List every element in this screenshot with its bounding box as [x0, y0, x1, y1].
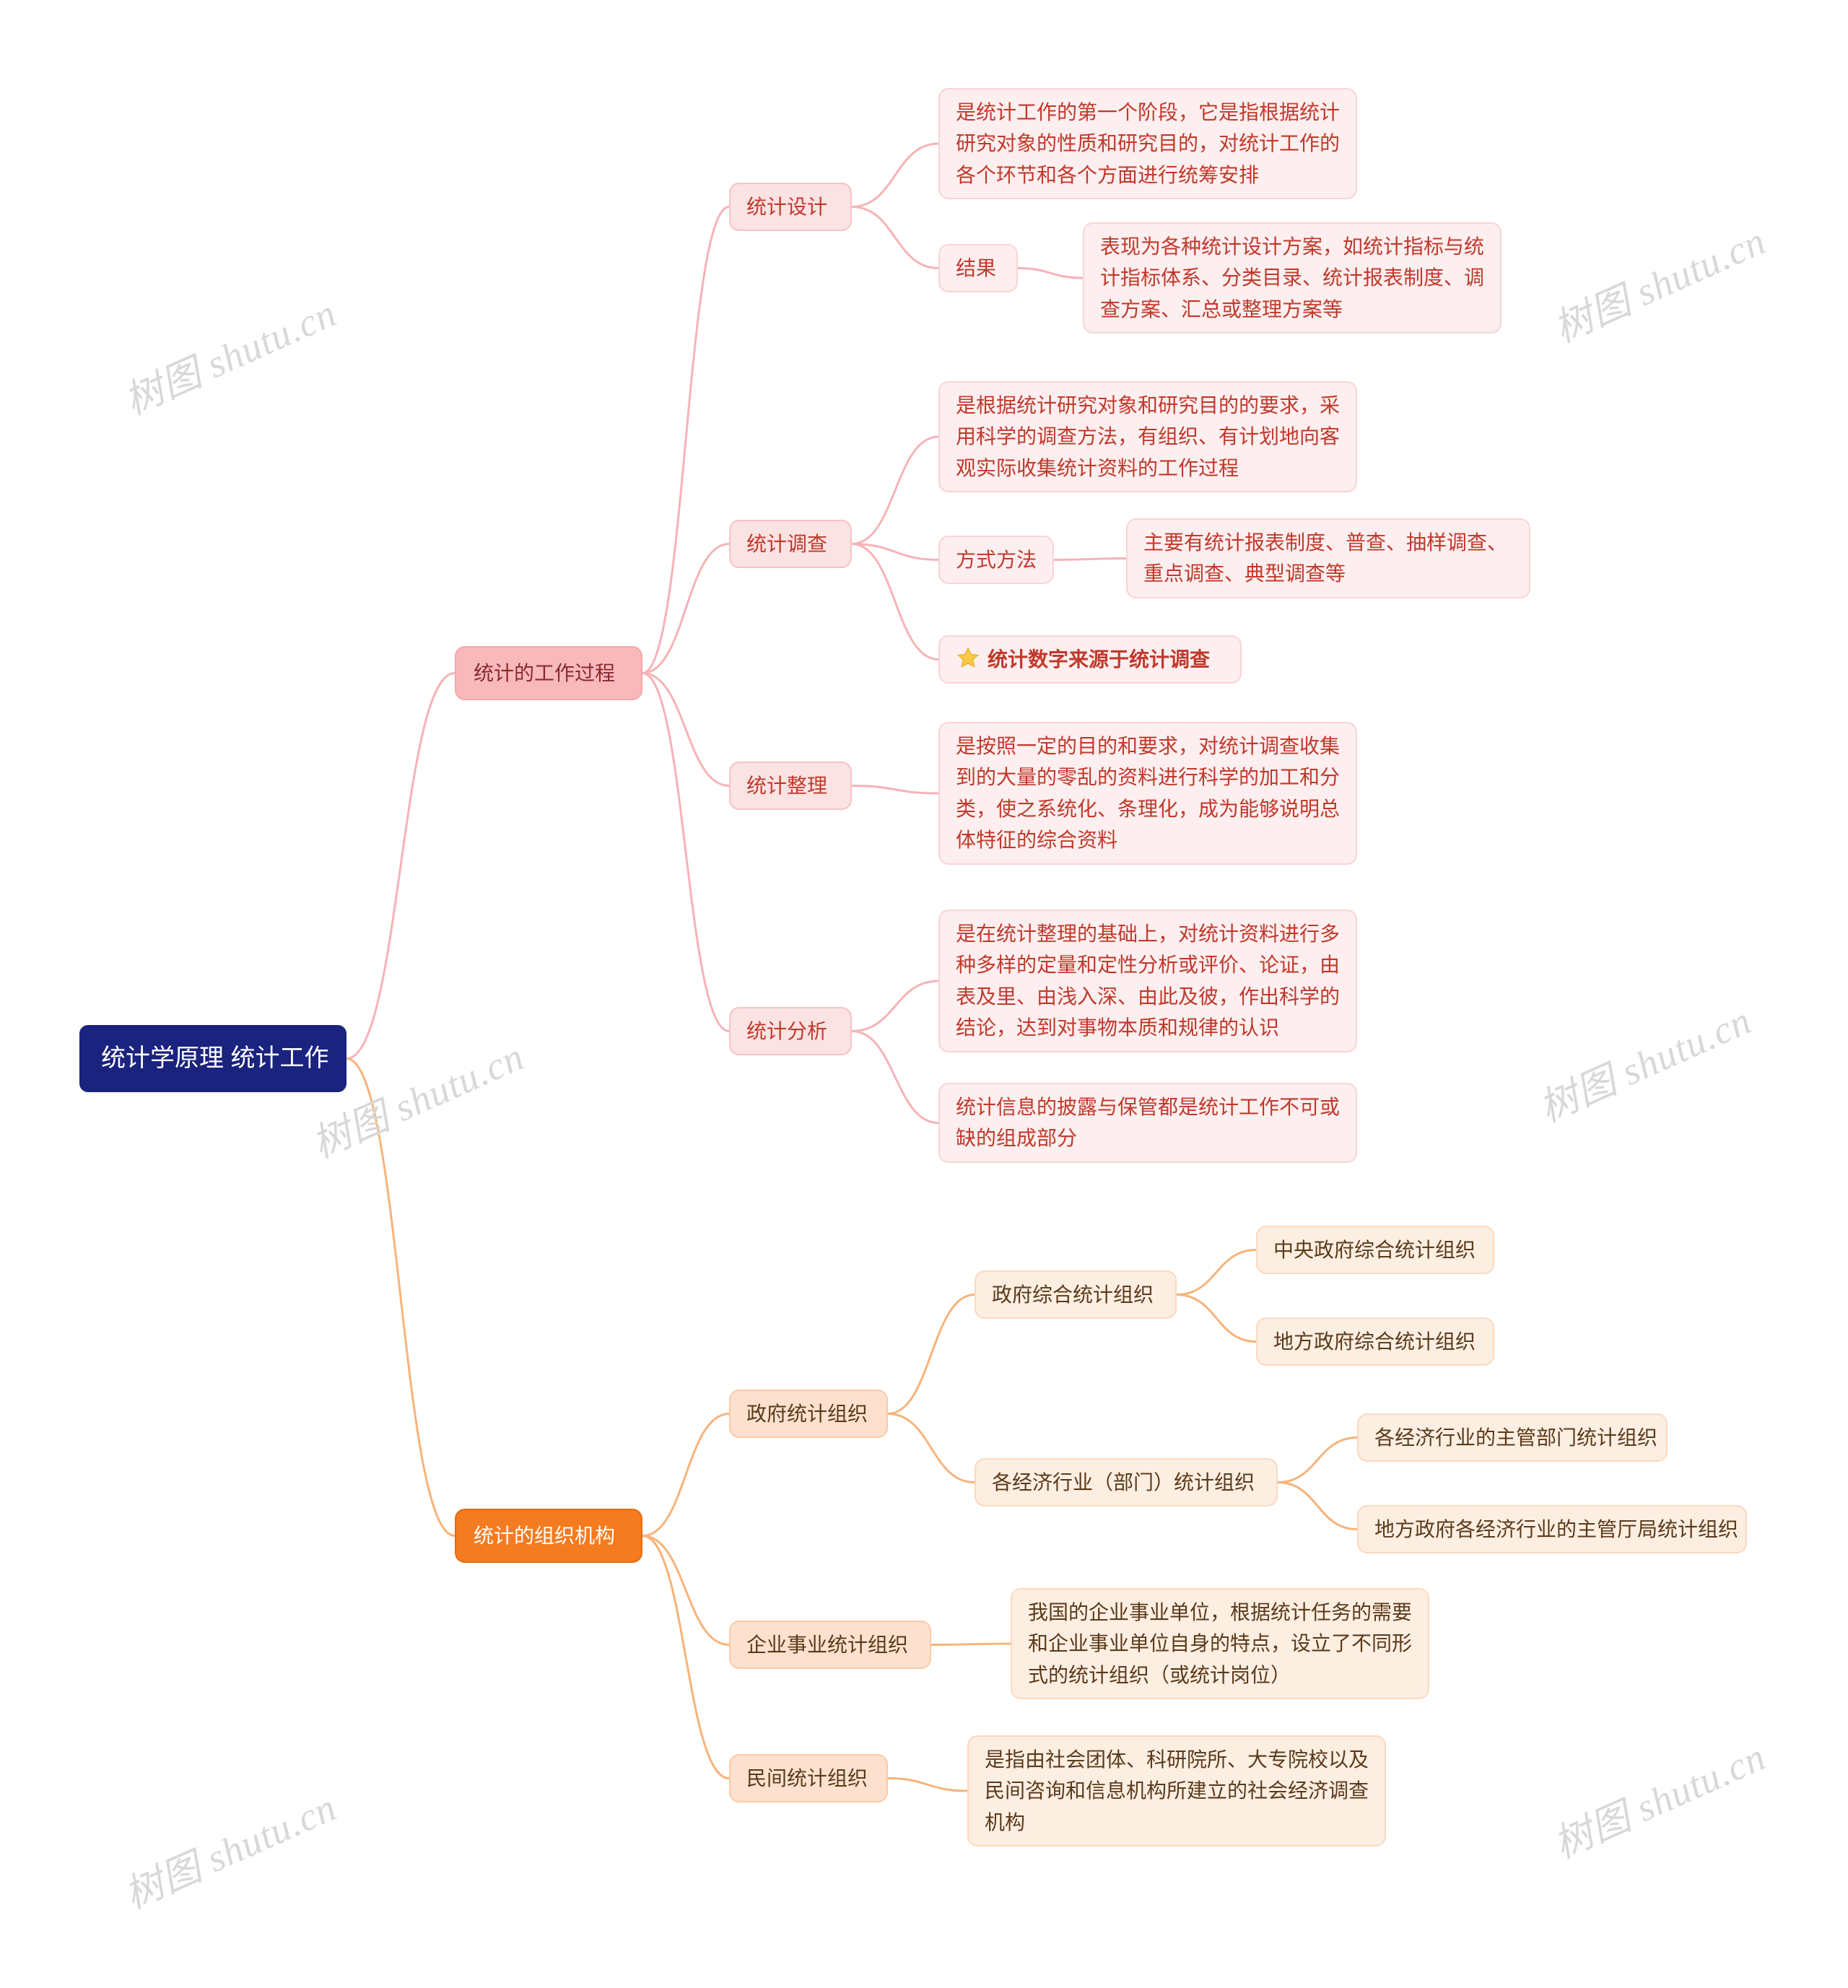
connector: [852, 437, 938, 544]
mindmap-node-p_fx[interactable]: 统计分析: [729, 1007, 852, 1055]
mindmap-node-o_gov_i1[interactable]: 各经济行业的主管部门统计组织: [1357, 1413, 1668, 1462]
connector: [1278, 1483, 1357, 1530]
connector: [642, 1414, 729, 1536]
watermark-han: 树图: [1533, 1058, 1623, 1130]
connector: [852, 207, 938, 269]
mindmap-node-p_dcc_s[interactable]: 统计数字来源于统计调查: [938, 635, 1242, 684]
connector: [1177, 1250, 1256, 1295]
node-label: 统计数字来源于统计调查: [988, 648, 1210, 671]
mindmap-node-p_sjj_d[interactable]: 是统计工作的第一个阶段，它是指根据统计研究对象的性质和研究目的，对统计工作的各个…: [938, 88, 1357, 199]
connector: [642, 1536, 729, 1645]
connector: [888, 1295, 975, 1414]
star-icon: [956, 646, 980, 671]
mindmap-node-p_fx_d[interactable]: 是在统计整理的基础上，对统计资料进行多种多样的定量和定性分析或评价、论证，由表及…: [938, 910, 1357, 1052]
mindmap-node-o_b1[interactable]: 统计的组织机构: [455, 1509, 642, 1563]
mindmap-node-p_zl_d[interactable]: 是按照一定的目的和要求，对统计调查收集到的大量的零乱的资料进行科学的加工和分类，…: [938, 722, 1357, 865]
connector: [346, 673, 455, 1059]
mindmap-node-p_sjj_r[interactable]: 结果: [938, 244, 1018, 292]
mindmap-node-p_dcc_m2[interactable]: 主要有统计报表制度、普查、抽样调查、重点调查、典型调查等: [1126, 518, 1530, 598]
mindmap-node-p_b1[interactable]: 统计的工作过程: [455, 646, 642, 700]
connector: [1018, 269, 1083, 279]
mindmap-node-p_dcc_d[interactable]: 是根据统计研究对象和研究目的的要求，采用科学的调查方法，有组织、有计划地向客观实…: [938, 381, 1357, 492]
watermark-latin: shutu.cn: [1620, 219, 1772, 318]
watermark-han: 树图: [118, 1845, 209, 1917]
watermark-han: 树图: [306, 1094, 396, 1167]
mindmap-node-p_dcc_m[interactable]: 方式方法: [938, 536, 1054, 584]
mindmap-node-o_gov[interactable]: 政府统计组织: [729, 1390, 888, 1438]
mindmap-node-o_gov_c1[interactable]: 中央政府综合统计组织: [1256, 1226, 1494, 1274]
mindmap-node-o_gov_c2[interactable]: 地方政府综合统计组织: [1256, 1317, 1494, 1366]
watermark-han: 树图: [118, 351, 209, 423]
watermark-text: 树图 shutu.cn: [1543, 209, 1774, 354]
watermark-text: 树图 shutu.cn: [114, 1776, 344, 1920]
watermark-latin: shutu.cn: [1605, 998, 1758, 1098]
mindmap-node-o_civ_d[interactable]: 是指由社会团体、科研院所、大专院校以及民间咨询和信息机构所建立的社会经济调查机构: [967, 1735, 1386, 1847]
mindmap-node-p_sjj_r2[interactable]: 表现为各种统计设计方案，如统计指标与统计指标体系、分类目录、统计报表制度、调查方…: [1083, 222, 1502, 333]
mindmap-node-root[interactable]: 统计学原理 统计工作: [79, 1025, 346, 1092]
connector: [852, 544, 938, 660]
connector: [642, 544, 729, 673]
mindmap-node-o_gov_i[interactable]: 各经济行业（部门）统计组织: [975, 1458, 1278, 1507]
connector: [346, 1059, 455, 1536]
connector: [1054, 559, 1126, 560]
mindmap-node-o_ent_d[interactable]: 我国的企业事业单位，根据统计任务的需要和企业事业单位自身的特点，设立了不同形式的…: [1011, 1588, 1429, 1699]
watermark-latin: shutu.cn: [378, 1034, 531, 1134]
mindmap-node-p_zl[interactable]: 统计整理: [729, 762, 852, 810]
connector: [852, 144, 938, 207]
connector: [1177, 1295, 1256, 1342]
watermark-latin: shutu.cn: [191, 1785, 343, 1885]
mindmap-node-p_sjj[interactable]: 统计设计: [729, 183, 852, 231]
connector: [642, 673, 729, 1032]
mindmap-node-o_civ[interactable]: 民间统计组织: [729, 1754, 888, 1802]
mindmap-node-p_fx_d2[interactable]: 统计信息的披露与保管都是统计工作不可或缺的组成部分: [938, 1083, 1357, 1163]
connector: [642, 673, 729, 786]
mindmap-node-p_dcc[interactable]: 统计调查: [729, 520, 852, 568]
watermark-han: 树图: [1548, 279, 1638, 351]
connector: [888, 1779, 967, 1792]
connector: [888, 1414, 975, 1483]
connector: [852, 1032, 938, 1123]
connector: [642, 207, 729, 673]
connector: [1278, 1438, 1357, 1483]
mindmap-node-o_ent[interactable]: 企业事业统计组织: [729, 1621, 931, 1669]
watermark-latin: shutu.cn: [191, 291, 343, 391]
watermark-latin: shutu.cn: [1620, 1735, 1772, 1834]
connector: [852, 544, 938, 560]
watermark-han: 树图: [1548, 1795, 1638, 1867]
connector: [642, 1536, 729, 1779]
connector: [931, 1644, 1011, 1645]
connector: [852, 786, 938, 794]
connector-layer: [0, 0, 1848, 1988]
connector: [852, 981, 938, 1032]
watermark-text: 树图 shutu.cn: [1529, 989, 1759, 1133]
watermark-text: 树图 shutu.cn: [1543, 1725, 1774, 1870]
watermark-text: 树图 shutu.cn: [114, 282, 344, 426]
mindmap-node-o_gov_i2[interactable]: 地方政府各经济行业的主管厅局统计组织: [1357, 1505, 1747, 1553]
mindmap-node-o_gov_c[interactable]: 政府综合统计组织: [975, 1270, 1177, 1319]
